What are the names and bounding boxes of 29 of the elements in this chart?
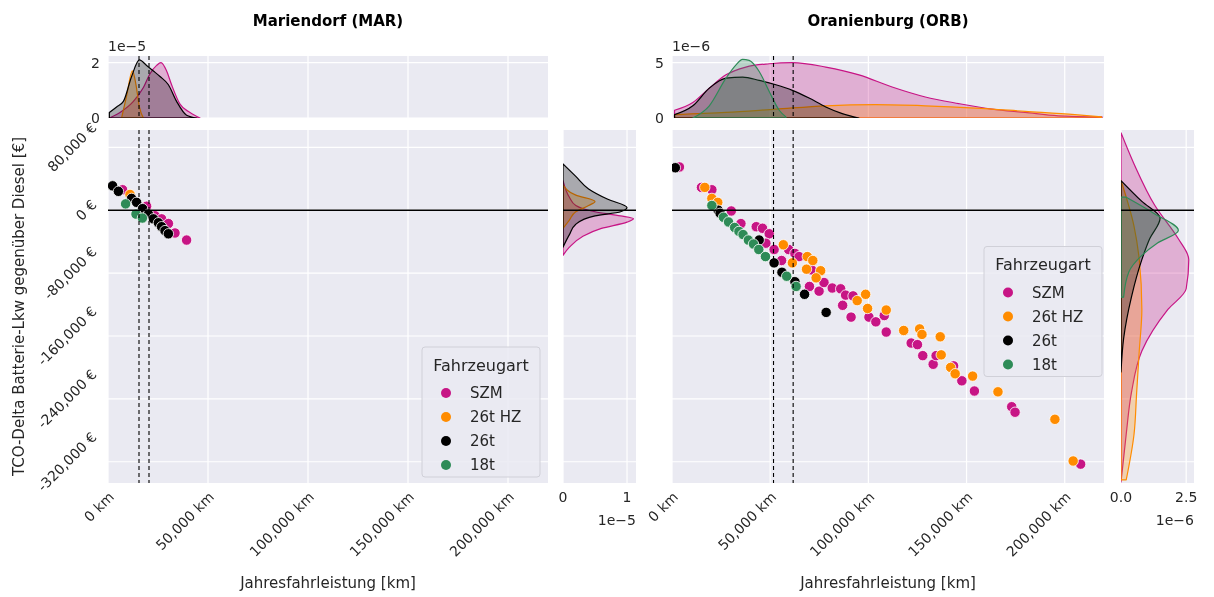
legend-label: 26t HZ	[470, 408, 522, 427]
x-axis-title: Jahresfahrleistung [km]	[239, 574, 416, 592]
legend-title: Fahrzeugart	[433, 356, 529, 375]
x-tick-label: 0.0	[1109, 489, 1133, 506]
legend-label: SZM	[1032, 283, 1065, 302]
text: 1e−5	[108, 38, 147, 54]
y-tick-label: 5	[655, 54, 664, 71]
chart-title: Mariendorf (MAR)	[252, 12, 404, 30]
x-axis-title: Jahresfahrleistung [km]	[799, 574, 976, 592]
text: 1e−6	[1155, 512, 1195, 528]
y-axis-title: TCO-Delta Batterie-Lkw gegenüber Diesel [€]	[10, 136, 28, 478]
chart-title: Oranienburg (ORB)	[807, 12, 969, 30]
legend-label: 18t	[470, 456, 496, 475]
y-tick-label: 0 €	[72, 196, 100, 224]
x-tick-label: 0	[558, 489, 568, 506]
x-tick-label: 1	[622, 489, 632, 506]
y-tick-label: 0	[91, 109, 100, 126]
legend-label: 26t HZ	[1032, 307, 1084, 326]
x-tick-label: 0 km	[80, 488, 118, 525]
text: 1e−5	[597, 512, 636, 528]
y-tick-label: 2	[91, 54, 100, 71]
legend-label: SZM	[470, 384, 503, 403]
x-tick-label: 2.5	[1175, 489, 1198, 506]
legend-label: 26t	[470, 432, 496, 451]
legend-label: 18t	[1032, 355, 1058, 374]
legend-label: 26t	[1032, 331, 1058, 350]
legend-title: Fahrzeugart	[995, 255, 1091, 275]
text: 1e−6	[672, 38, 711, 54]
x-tick-label: 0 km	[644, 488, 682, 525]
